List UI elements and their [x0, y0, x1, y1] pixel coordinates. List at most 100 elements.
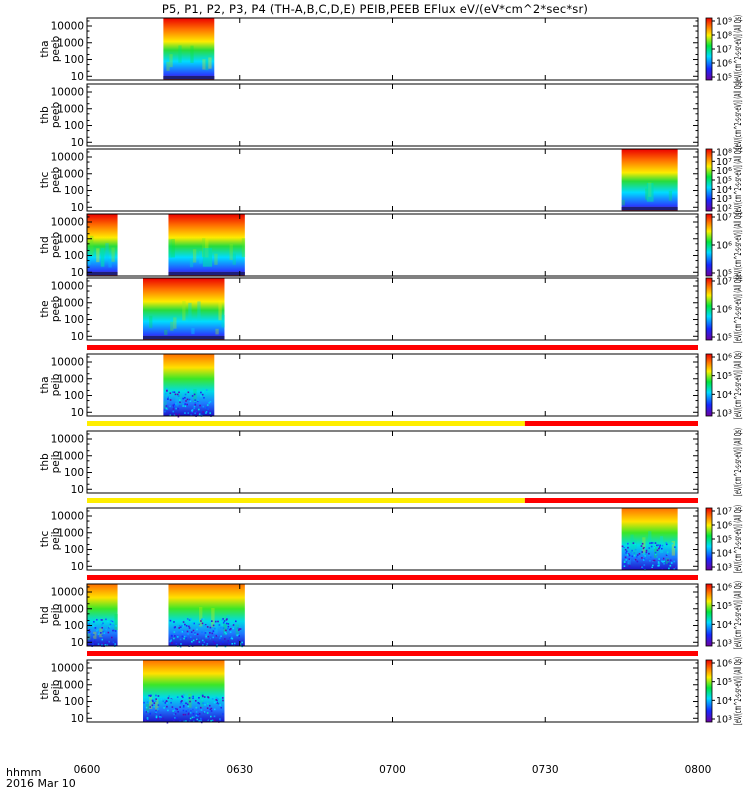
y-tick-label: 1000 [57, 603, 84, 615]
speckle [146, 701, 149, 703]
speckle [192, 639, 195, 642]
y-tick-label: 100 [64, 544, 84, 556]
speckle [213, 708, 216, 711]
spectrogram-column [87, 254, 91, 266]
speckle [178, 413, 181, 416]
speckle [100, 632, 102, 634]
speckle [155, 709, 157, 712]
panel-label: thdpeib [39, 603, 62, 626]
spectrogram-column [205, 631, 209, 639]
colorbar-tick-label: 10⁶ [716, 241, 732, 252]
spectrogram-column [175, 396, 179, 407]
speckle [221, 624, 223, 626]
y-tick-label: 100 [64, 54, 84, 66]
speckle [190, 709, 192, 712]
speckle [105, 618, 107, 621]
speckle [159, 714, 162, 716]
speckle [669, 559, 672, 562]
speckle [212, 640, 215, 643]
speckle [94, 627, 97, 629]
speckle [659, 544, 661, 547]
speckle [633, 559, 636, 562]
spectrogram-column [149, 315, 153, 328]
speckle [110, 636, 113, 639]
speckle [661, 560, 663, 563]
speckle [223, 620, 226, 622]
speckle [667, 562, 670, 565]
speckle [179, 698, 182, 701]
colorbar-tick-label: 10² [716, 204, 732, 215]
spectrogram-column [169, 54, 173, 68]
speckle [165, 405, 168, 407]
speckle [204, 704, 206, 706]
spectrogram-column [218, 300, 222, 321]
panel-product-label: peib [50, 603, 62, 626]
speckle [198, 713, 201, 715]
y-tick-label: 10 [71, 267, 84, 279]
speckle [188, 619, 191, 621]
speckle [239, 643, 242, 645]
speckle [643, 547, 645, 549]
speckle [101, 619, 103, 621]
speckle [178, 391, 180, 394]
spectrogram-column [192, 249, 197, 263]
speckle [182, 621, 185, 623]
speckle [624, 548, 627, 551]
spectrogram-column [166, 61, 170, 71]
colorbar-tick-label: 10⁷ [716, 157, 732, 168]
speckle [229, 628, 232, 630]
spectrogram-column [621, 199, 625, 206]
speckle [224, 631, 226, 634]
speckle [192, 695, 195, 698]
speckle [214, 641, 216, 643]
speckle [644, 547, 646, 550]
speckle [205, 392, 208, 395]
spectrogram-column [163, 401, 167, 409]
spectrogram-column [211, 608, 215, 628]
speckle [101, 638, 104, 641]
speckle [111, 622, 113, 624]
speckle [634, 558, 637, 561]
speckle [238, 628, 241, 630]
speckle [177, 395, 180, 397]
speckle [182, 706, 185, 708]
colorbar-tick-label: 10⁷ [716, 507, 732, 518]
speckle [197, 399, 199, 402]
speckle [208, 704, 211, 707]
y-tick-label: 100 [64, 250, 84, 262]
speckle [232, 627, 235, 630]
speckle [199, 414, 202, 416]
speckle [210, 719, 212, 722]
speckle [216, 699, 218, 702]
speckle [206, 707, 209, 709]
speckle [93, 640, 96, 643]
speckle [198, 622, 201, 624]
speckle [147, 710, 149, 713]
colorbar [705, 507, 713, 571]
speckle [170, 699, 173, 701]
panel-label: thcpeeb [39, 167, 62, 194]
speckle [108, 626, 111, 628]
speckle [201, 393, 204, 396]
speckle [194, 401, 196, 403]
speckle [188, 398, 191, 401]
spectrogram-column [146, 704, 150, 714]
spectrogram-column [232, 253, 236, 265]
speckle [210, 707, 213, 710]
speckle [88, 631, 90, 633]
speckle [623, 560, 626, 563]
spectrogram-column [189, 258, 194, 268]
speckle [205, 412, 207, 414]
speckle [182, 624, 184, 627]
speckle [638, 552, 641, 555]
speckle [151, 704, 154, 707]
colorbar-tick-label: 10⁵ [716, 176, 732, 187]
colorbar-tick-label: 10⁶ [716, 353, 732, 364]
spectrogram-column [111, 247, 115, 262]
quality-flag-bar [87, 345, 698, 350]
speckle [657, 561, 660, 563]
speckle [166, 389, 168, 391]
speckle [207, 635, 210, 638]
spectrogram-column [96, 248, 100, 263]
